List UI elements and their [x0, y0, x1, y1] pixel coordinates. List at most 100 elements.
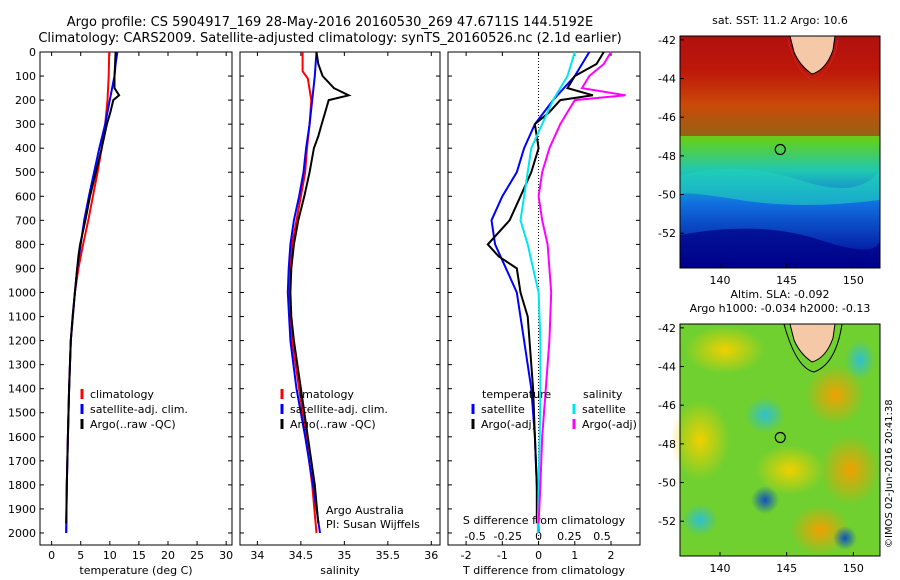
y-tick-label: 1700 [8, 455, 36, 468]
y-tick-label: 500 [15, 166, 36, 179]
map-y-tick-label: -42 [658, 322, 676, 335]
x-tick-label: 34 [250, 549, 264, 562]
temperature-panel: 0100200300400500600700800900100011001200… [8, 46, 233, 577]
x-axis-label: salinity [320, 564, 360, 577]
map-y-tick-label: -48 [658, 150, 676, 163]
x-axis-label: T difference from climatology [462, 564, 625, 577]
y-tick-label: 1200 [8, 335, 36, 348]
sla-blob [820, 435, 880, 505]
x-tick-label-top: 0.25 [557, 530, 582, 543]
sla-blob [805, 365, 865, 425]
annotation-text: Argo Australia [326, 504, 404, 517]
map-y-tick-label: -46 [658, 111, 676, 124]
y-tick-label: 400 [15, 142, 36, 155]
y-tick-label: 1900 [8, 503, 36, 516]
sla-blob [845, 340, 875, 380]
y-tick-label: 1600 [8, 431, 36, 444]
sst-cold-band [680, 228, 880, 268]
x-tick-label: 15 [132, 549, 146, 562]
y-tick-label: 1800 [8, 479, 36, 492]
x-tick-label: 34.5 [289, 549, 314, 562]
sla-argo-marker [774, 431, 786, 444]
timestamp-watermark: ©IMOS 02-Jun-2016 20:41:38 [884, 399, 895, 548]
plot-frame [39, 51, 233, 546]
map-y-tick-label: -50 [658, 477, 676, 490]
annotation-text: PI: Susan Wijffels [326, 518, 420, 531]
legend-label: Argo(-adj) [582, 418, 637, 431]
map-y-tick-label: -42 [658, 34, 676, 47]
legend-title: salinity [583, 388, 623, 401]
sst-map: 140 145 150 -42 -44 -46 -48 -50 -52 sat. SST: 11.… [658, 14, 881, 287]
y-tick-label: 600 [15, 190, 36, 203]
series-line [65, 51, 121, 524]
sst-map-frame [679, 35, 881, 269]
sla-map: 140 145 150 -42 -44 -46 -48 -50 -52 Altim. SLA: -… [658, 288, 881, 575]
y-tick-label: 200 [15, 94, 36, 107]
x-tick-label: 10 [103, 549, 117, 562]
map-y-tick-label: -44 [658, 73, 676, 86]
y-tick-label: 1100 [8, 311, 36, 324]
map-y-tick-label: -44 [658, 361, 676, 374]
x-tick-label: 25 [190, 549, 204, 562]
sst-cyan-band [680, 168, 880, 205]
map-x-tick-label: 140 [710, 562, 731, 575]
salinity-panel: 34 34.5 35 35.5 36 salinity climatology satelli… [239, 51, 441, 577]
series-line [288, 52, 318, 534]
y-tick-label: 900 [15, 262, 36, 275]
series-line [486, 51, 605, 524]
legend-label: satellite-adj. clim. [90, 403, 188, 416]
x-tick-label: 20 [161, 549, 175, 562]
series-line [286, 51, 321, 534]
x-tick-label: 0 [48, 549, 55, 562]
plot-frame [239, 51, 441, 546]
legend-label: climatology [290, 388, 354, 401]
x-tick-label: 35.5 [376, 549, 401, 562]
sla-contour [783, 323, 843, 373]
header-line2: Climatology: CARS2009. Satellite-adjuste… [38, 31, 621, 46]
map-x-tick-label: 150 [843, 562, 864, 575]
y-tick-label: 2000 [8, 527, 36, 540]
difference-panel: -2 -1 0 1 2 T difference from climatology -0.5… [447, 51, 641, 577]
y-tick-label: 1500 [8, 407, 36, 420]
sla-blob [682, 504, 718, 536]
sla-blob [685, 326, 765, 374]
map-x-tick-label: 140 [710, 274, 731, 287]
map-x-tick-label: 145 [776, 562, 797, 575]
sla-blob [751, 486, 779, 514]
legend-label: satellite [481, 403, 525, 416]
x-tick-label-top: -0.5 [464, 530, 485, 543]
y-tick-label: 800 [15, 238, 36, 251]
x-axis-label-top: S difference from climatology [463, 514, 626, 527]
y-tick-label: 300 [15, 118, 36, 131]
map-y-tick-label: -46 [658, 399, 676, 412]
y-tick-label: 0 [29, 46, 36, 59]
sst-land-tasmania [789, 35, 836, 75]
y-tick-label: 1000 [8, 286, 36, 299]
map-title: sat. SST: 11.2 Argo: 10.6 [712, 14, 848, 27]
x-tick-label: 2 [608, 549, 615, 562]
map-y-tick-label: -52 [658, 515, 676, 528]
y-tick-label: 1400 [8, 383, 36, 396]
x-tick-label: 5 [77, 549, 84, 562]
map-y-tick-label: -48 [658, 438, 676, 451]
map-x-tick-label: 150 [843, 274, 864, 287]
legend-label: Argo(..raw -QC) [290, 418, 376, 431]
x-tick-label: 35 [337, 549, 351, 562]
map-title: Argo h1000: -0.034 h2000: -0.13 [690, 302, 871, 315]
legend-title: temperature [482, 388, 551, 401]
sst-argo-marker [774, 143, 786, 156]
x-tick-label: 36 [424, 549, 438, 562]
plot-frame [447, 51, 641, 546]
sst-warm-band [680, 36, 880, 136]
x-axis-label: temperature (deg C) [79, 564, 192, 577]
map-x-tick-label: 145 [776, 274, 797, 287]
map-y-tick-label: -50 [658, 189, 676, 202]
x-tick-label: 30 [219, 549, 233, 562]
x-tick-label-top: 0 [535, 530, 542, 543]
legend-label: satellite-adj. clim. [290, 403, 388, 416]
y-tick-label: 1300 [8, 359, 36, 372]
x-tick-label: -1 [497, 549, 508, 562]
sla-map-frame [679, 323, 881, 557]
sst-contour [787, 39, 839, 81]
x-tick-label-top: 0.5 [593, 530, 611, 543]
